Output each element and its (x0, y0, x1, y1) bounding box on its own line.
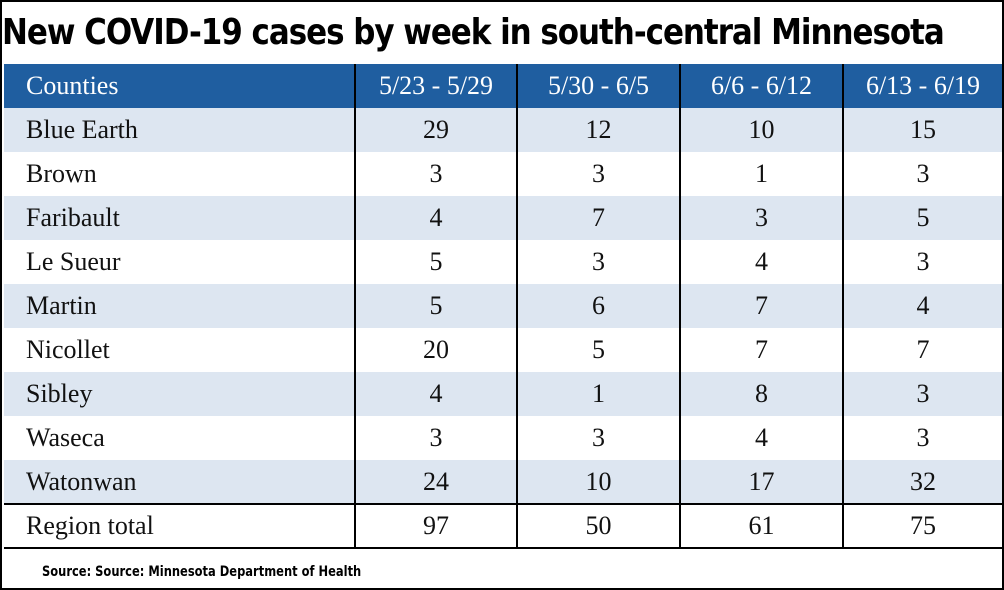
case-count: 3 (354, 416, 517, 460)
case-count: 4 (679, 416, 843, 460)
case-count: 3 (679, 196, 843, 240)
column-header-week-1: 5/23 - 5/29 (354, 64, 517, 108)
case-count: 3 (354, 152, 517, 196)
case-count: 5 (354, 240, 517, 284)
case-count: 10 (516, 460, 680, 504)
table-row: Blue Earth 29 12 10 15 (4, 108, 1002, 152)
case-count: 5 (516, 328, 680, 372)
case-count: 3 (842, 372, 1002, 416)
column-header-counties: Counties (26, 71, 119, 100)
total-count: 50 (516, 504, 680, 548)
county-name: Sibley (26, 379, 93, 408)
case-count: 7 (842, 328, 1002, 372)
table-row: Brown 3 3 1 3 (4, 152, 1002, 196)
table-row: Nicollet 20 5 7 7 (4, 328, 1002, 372)
case-count: 1 (516, 372, 680, 416)
case-count: 4 (354, 372, 517, 416)
case-count: 4 (354, 196, 517, 240)
case-count: 1 (679, 152, 843, 196)
county-name: Waseca (26, 423, 105, 452)
table-row: Waseca 3 3 4 3 (4, 416, 1002, 460)
table-row: Watonwan 24 10 17 32 (4, 460, 1002, 504)
table-row: Sibley 4 1 8 3 (4, 372, 1002, 416)
case-count: 7 (516, 196, 680, 240)
county-name: Nicollet (26, 335, 110, 364)
case-count: 17 (679, 460, 843, 504)
case-count: 10 (679, 108, 843, 152)
column-header-week-2: 5/30 - 6/5 (516, 64, 680, 108)
case-count: 5 (842, 196, 1002, 240)
column-header-week-3: 6/6 - 6/12 (679, 64, 843, 108)
table-row: Le Sueur 5 3 4 3 (4, 240, 1002, 284)
county-name: Martin (26, 291, 97, 320)
case-count: 4 (842, 284, 1002, 328)
case-count: 29 (354, 108, 517, 152)
source-note: Source: Source: Minnesota Department of … (42, 564, 362, 580)
header-row: Counties 5/23 - 5/29 5/30 - 6/5 6/6 - 6/… (4, 64, 1002, 108)
total-label: Region total (26, 511, 154, 540)
total-row: Region total 97 50 61 75 (4, 504, 1002, 548)
case-count: 7 (679, 284, 843, 328)
case-count: 5 (354, 284, 517, 328)
case-count: 6 (516, 284, 680, 328)
case-count: 12 (516, 108, 680, 152)
total-count: 97 (354, 504, 517, 548)
county-name: Blue Earth (26, 115, 138, 144)
total-count: 75 (842, 504, 1002, 548)
case-count: 3 (842, 152, 1002, 196)
table-row: Martin 5 6 7 4 (4, 284, 1002, 328)
county-name: Faribault (26, 203, 120, 232)
county-name: Le Sueur (26, 247, 121, 276)
case-count: 20 (354, 328, 517, 372)
column-header-week-4: 6/13 - 6/19 (842, 64, 1002, 108)
case-count: 24 (354, 460, 517, 504)
case-count: 3 (842, 416, 1002, 460)
chart-title: New COVID-19 cases by week in south-cent… (2, 12, 945, 53)
county-name: Watonwan (26, 466, 137, 496)
total-count: 61 (679, 504, 843, 548)
cases-table: Counties 5/23 - 5/29 5/30 - 6/5 6/6 - 6/… (4, 64, 1002, 549)
case-count: 3 (516, 416, 680, 460)
case-count: 8 (679, 372, 843, 416)
case-count: 3 (516, 152, 680, 196)
case-count: 7 (679, 328, 843, 372)
county-name: Brown (26, 159, 97, 188)
table-row: Faribault 4 7 3 5 (4, 196, 1002, 240)
case-count: 32 (842, 460, 1002, 504)
case-count: 4 (679, 240, 843, 284)
case-count: 3 (516, 240, 680, 284)
case-count: 15 (842, 108, 1002, 152)
case-count: 3 (842, 240, 1002, 284)
